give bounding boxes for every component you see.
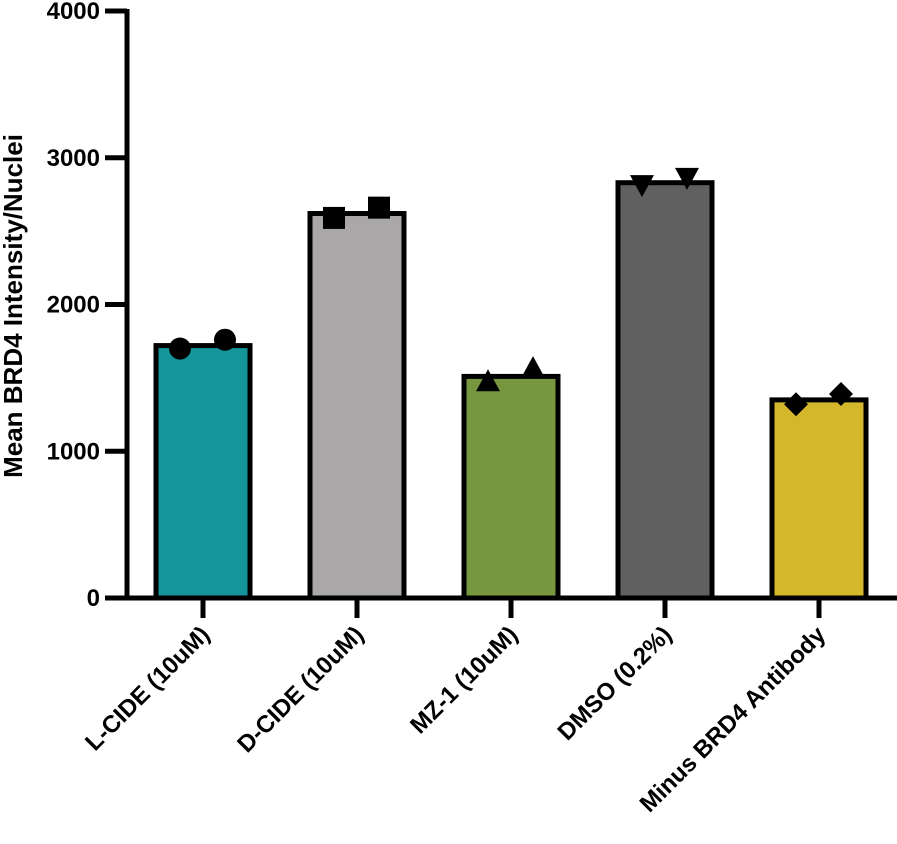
x-ticks: L-CIDE (10uM) D-CIDE (10uM) MZ-1 (10uM) DMS…: [80, 598, 832, 818]
y-tick-label: 2000: [47, 292, 100, 319]
data-point: [521, 356, 545, 379]
data-point: [829, 382, 853, 407]
y-ticks: 0 1000 2000 3000 4000: [47, 0, 127, 612]
x-tick-label: MZ-1 (10uM): [405, 621, 523, 739]
data-point: [476, 369, 500, 392]
x-tick-label: L-CIDE (10uM): [80, 621, 215, 756]
y-tick-label: 4000: [47, 0, 100, 25]
bar: [615, 180, 715, 601]
x-tick-label: D-CIDE (10uM): [232, 621, 369, 758]
data-point: [675, 167, 699, 190]
x-tick-label: DMSO (0.2%): [553, 621, 678, 746]
bar: [153, 343, 253, 601]
y-tick-label: 0: [87, 585, 100, 612]
y-tick-label: 1000: [47, 438, 100, 465]
data-point: [323, 206, 345, 229]
data-point: [169, 337, 191, 360]
y-axis-label: Mean BRD4 Intensity/Nuclei: [0, 134, 28, 478]
y-tick-label: 3000: [47, 145, 100, 172]
bar: [461, 373, 561, 601]
data-point: [630, 175, 654, 198]
data-point: [784, 392, 808, 417]
points-layer: [169, 167, 853, 417]
bar: [307, 211, 407, 601]
bars-layer: [153, 180, 869, 601]
bar: [769, 397, 869, 601]
data-point: [214, 328, 236, 351]
data-point: [368, 196, 390, 219]
